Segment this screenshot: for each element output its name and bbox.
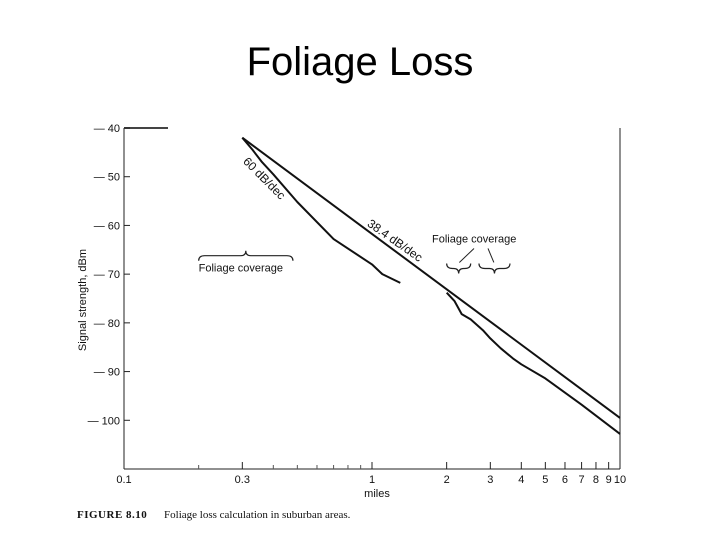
y-tick-label: — 90 xyxy=(94,367,120,379)
figure-caption: FIGURE 8.10 Foliage loss calculation in … xyxy=(77,509,350,521)
figure-number: FIGURE 8.10 xyxy=(77,509,148,521)
x-tick-label: 8 xyxy=(593,474,599,486)
x-tick-label: 10 xyxy=(614,474,626,486)
slide-title: Foliage Loss xyxy=(246,40,474,84)
y-tick-label: — 60 xyxy=(94,220,120,232)
x-axis-label: miles xyxy=(364,488,390,500)
foliage-coverage-label-left: Foliage coverage xyxy=(199,263,283,275)
chart-annotations: 60 dB/dec 38.4 dB/dec Foliage coverage Foli… xyxy=(198,154,516,275)
series-line xyxy=(241,137,401,284)
series-line xyxy=(241,136,621,419)
x-tick-label: 9 xyxy=(606,474,612,486)
y-tick-label: — 40 xyxy=(94,123,120,135)
foliage-brace-right-1 xyxy=(446,263,472,274)
chart-axes xyxy=(123,127,621,470)
series-line xyxy=(445,292,621,435)
foliage-brace-right-2 xyxy=(478,263,511,274)
foliage-brace-left xyxy=(198,250,294,261)
chart-ticks: — 40 — 50 — 60 — 70 — 80 — 90 — 100 0.1 0.3 1 2 3 4 5… xyxy=(88,123,627,486)
chart-series xyxy=(241,136,621,435)
x-tick-label: 3 xyxy=(487,474,493,486)
y-axis-label: Signal strength, dBm xyxy=(77,249,89,351)
y-tick-label: — 100 xyxy=(88,415,120,427)
x-tick-label: 7 xyxy=(579,474,585,486)
x-tick-label: 5 xyxy=(542,474,548,486)
foliage-arrow-right xyxy=(487,248,495,263)
x-tick-label: 2 xyxy=(444,474,450,486)
x-tick-label: 0.1 xyxy=(116,474,131,486)
slope-label-38: 38.4 dB/dec xyxy=(365,216,426,264)
x-tick-label: 6 xyxy=(562,474,568,486)
y-tick-label: — 50 xyxy=(94,172,120,184)
foliage-arrow-left xyxy=(458,248,475,263)
x-tick-label: 0.3 xyxy=(235,474,250,486)
foliage-coverage-label-right: Foliage coverage xyxy=(432,233,516,245)
y-tick-label: — 70 xyxy=(94,269,120,281)
figure-caption-text: Foliage loss calculation in suburban are… xyxy=(164,509,351,521)
x-tick-label: 4 xyxy=(518,474,524,486)
x-tick-label: 1 xyxy=(369,474,375,486)
slope-label-60: 60 dB/dec xyxy=(240,154,288,202)
y-tick-label: — 80 xyxy=(94,318,120,330)
